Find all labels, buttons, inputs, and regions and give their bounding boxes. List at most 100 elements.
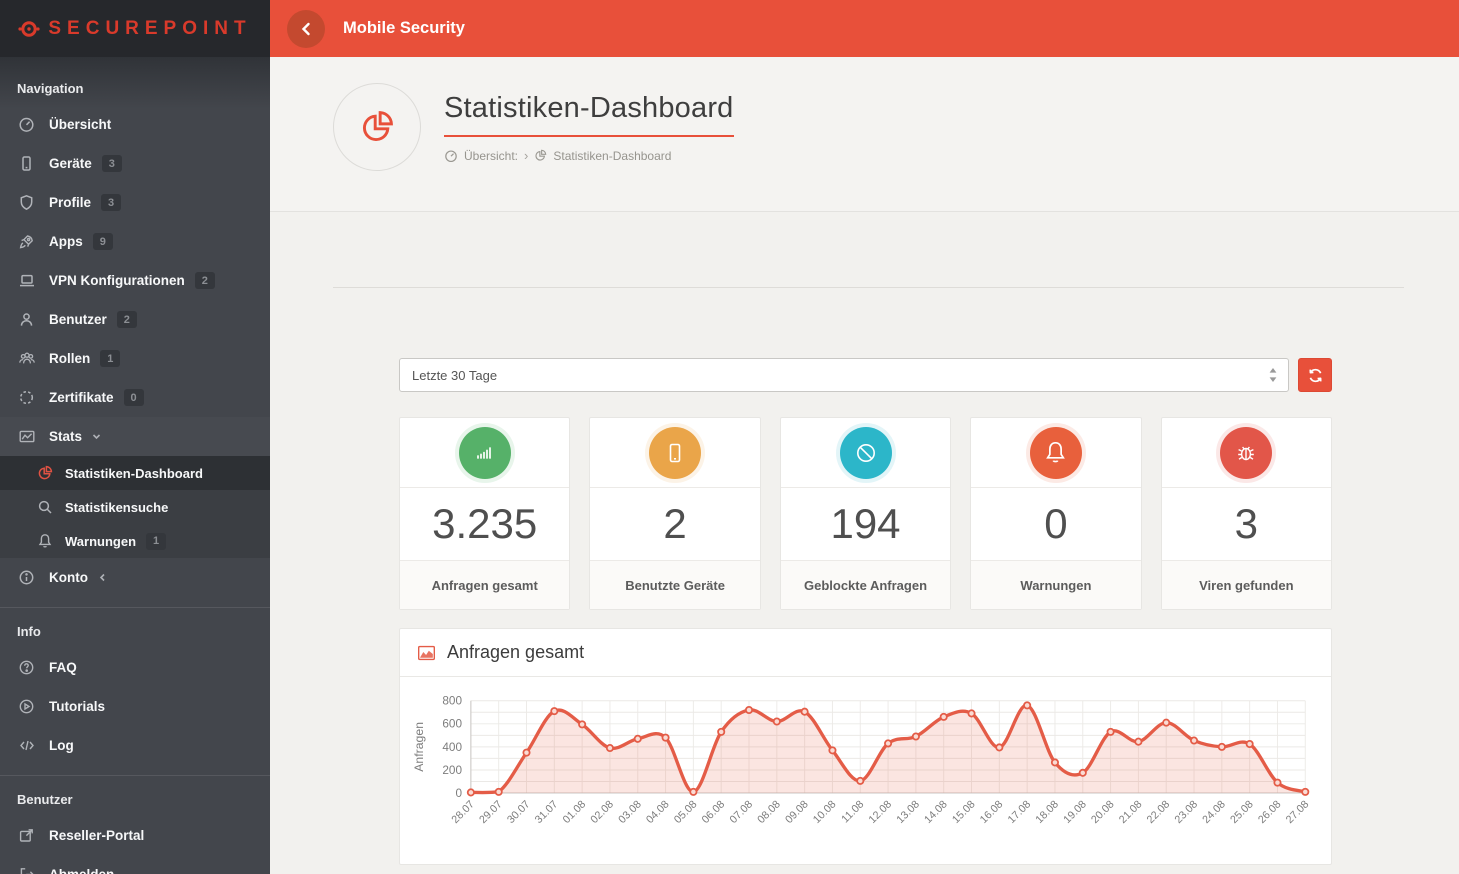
laptop-icon <box>17 272 36 289</box>
sidebar-item-abmelden[interactable]: Abmelden <box>0 855 270 874</box>
stat-card-viren-gefunden: 3 Viren gefunden <box>1160 417 1333 610</box>
gauge-icon <box>444 149 458 163</box>
svg-text:24.08: 24.08 <box>1200 798 1228 826</box>
sidebar-item-label: Log <box>49 738 74 753</box>
sidebar-item-statistikensuche[interactable]: Statistikensuche <box>0 490 270 524</box>
blocked-icon <box>856 443 875 462</box>
chevron-left-icon <box>301 22 310 35</box>
section-divider <box>333 287 1404 288</box>
sidebar-item-geraete[interactable]: Geräte 3 <box>0 144 270 183</box>
sidebar-item-label: Reseller-Portal <box>49 828 145 843</box>
svg-text:400: 400 <box>442 741 462 754</box>
sidebar-item-warnungen[interactable]: Warnungen 1 <box>0 524 270 558</box>
svg-text:28.07: 28.07 <box>449 798 477 826</box>
svg-text:07.08: 07.08 <box>727 798 755 826</box>
controls-bar: Letzte 30 Tage <box>399 358 1332 392</box>
sidebar-item-konto[interactable]: Konto <box>0 558 270 597</box>
svg-text:200: 200 <box>442 764 462 777</box>
stat-label: Geblockte Anfragen <box>780 561 951 609</box>
stat-card-benutzte-geraete: 2 Benutzte Geräte <box>589 417 761 610</box>
stat-circle <box>1029 426 1082 479</box>
sidebar-item-label: Tutorials <box>49 699 106 714</box>
chevron-right-icon: › <box>524 148 529 163</box>
sidebar-item-statistiken-dashboard[interactable]: Statistiken-Dashboard <box>0 456 270 490</box>
sidebar-item-label: Statistikensuche <box>65 499 169 515</box>
stat-value: 3 <box>1161 488 1332 561</box>
sidebar-item-tutorials[interactable]: Tutorials <box>0 687 270 726</box>
sidebar-item-rollen[interactable]: Rollen 1 <box>0 339 270 378</box>
stat-circle <box>1220 426 1273 479</box>
sidebar-item-label: Rollen <box>49 351 91 366</box>
sidebar-item-label: Apps <box>49 234 83 249</box>
user-icon <box>17 311 36 328</box>
svg-text:10.08: 10.08 <box>811 798 839 826</box>
refresh-icon <box>1308 368 1322 382</box>
stat-cards: 3.235 Anfragen gesamt 2 Benutzte Geräte … <box>399 417 1333 610</box>
svg-text:25.08: 25.08 <box>1228 798 1256 826</box>
svg-text:04.08: 04.08 <box>644 798 672 826</box>
sidebar-item-apps[interactable]: Apps 9 <box>0 222 270 261</box>
chevron-down-icon <box>91 431 102 442</box>
stat-value: 3.235 <box>400 488 570 561</box>
stat-card-warnungen: 0 Warnungen <box>970 417 1142 610</box>
bell-icon <box>36 533 53 549</box>
sidebar-item-stats[interactable]: Stats <box>0 417 270 456</box>
certificate-seal-icon <box>17 389 36 406</box>
sidebar-item-label: Profile <box>49 195 92 210</box>
sidebar-item-label: FAQ <box>49 660 77 675</box>
svg-text:800: 800 <box>442 695 462 708</box>
stats-submenu: Statistiken-Dashboard Statistikensuche W… <box>0 456 270 558</box>
svg-text:09.08: 09.08 <box>783 798 811 826</box>
sidebar-item-label: Konto <box>49 570 88 585</box>
stat-value: 0 <box>971 488 1141 561</box>
topbar: Mobile Security <box>270 0 1459 57</box>
sidebar-divider <box>0 607 270 608</box>
sidebar-nav: Navigation Übersicht Geräte 3 Profile 3 … <box>0 57 270 874</box>
svg-text:27.08: 27.08 <box>1284 798 1312 826</box>
back-button[interactable] <box>287 9 325 48</box>
svg-text:03.08: 03.08 <box>616 798 644 826</box>
sidebar-item-uebersicht[interactable]: Übersicht <box>0 105 270 144</box>
external-link-icon <box>17 827 36 844</box>
stat-label: Viren gefunden <box>1161 561 1332 609</box>
svg-text:13.08: 13.08 <box>894 798 922 826</box>
sidebar-item-zertifikate[interactable]: Zertifikate 0 <box>0 378 270 417</box>
svg-text:06.08: 06.08 <box>700 798 728 826</box>
svg-text:23.08: 23.08 <box>1173 798 1201 826</box>
sidebar-item-profile[interactable]: Profile 3 <box>0 183 270 222</box>
area-chart-icon <box>418 645 435 660</box>
count-badge: 0 <box>123 389 144 406</box>
logout-icon <box>17 866 36 874</box>
search-icon <box>36 499 53 515</box>
info-section-title: Info <box>17 624 41 639</box>
sidebar-divider <box>0 775 270 776</box>
count-badge: 9 <box>92 233 113 250</box>
line-chart[interactable]: 0 200 400 600 800 28.07 29.07 30.07 31.07 01.08 02… <box>410 687 1321 862</box>
sidebar-item-faq[interactable]: FAQ <box>0 648 270 687</box>
chart-plot-area[interactable]: 0 200 400 600 800 28.07 29.07 30.07 31.07 01.08 02… <box>400 677 1331 864</box>
chart-title: Anfragen gesamt <box>447 642 585 662</box>
sidebar-item-vpn-konfigurationen[interactable]: VPN Konfigurationen 2 <box>0 261 270 300</box>
breadcrumb-root[interactable]: Übersicht: <box>464 148 519 163</box>
svg-text:08.08: 08.08 <box>755 798 783 826</box>
sidebar-item-label: Warnungen <box>65 533 137 549</box>
period-select[interactable]: Letzte 30 Tage <box>399 358 1289 392</box>
logo[interactable]: SECUREPOINT <box>0 0 270 57</box>
svg-text:26.08: 26.08 <box>1256 798 1284 826</box>
pie-chart-icon <box>534 149 547 162</box>
sidebar-item-benutzer[interactable]: Benutzer 2 <box>0 300 270 339</box>
bug-icon <box>1238 446 1255 460</box>
refresh-button[interactable] <box>1298 358 1332 392</box>
requests-chart-card: Anfragen gesamt 0 200 400 600 800 28.07 29.07 3… <box>399 628 1332 865</box>
page-avatar <box>333 83 421 171</box>
svg-text:20.08: 20.08 <box>1089 798 1117 826</box>
main-area: Mobile Security Statistiken-Dashboard Üb… <box>270 0 1459 874</box>
sidebar-item-reseller-portal[interactable]: Reseller-Portal <box>0 816 270 855</box>
svg-text:0: 0 <box>455 787 462 800</box>
user-section-title: Benutzer <box>17 792 73 807</box>
count-badge: 2 <box>194 272 215 289</box>
page-header: Statistiken-Dashboard Übersicht: › Stati… <box>270 57 1459 212</box>
sidebar-item-log[interactable]: Log <box>0 726 270 765</box>
select-stepper-icon <box>1268 367 1278 383</box>
stat-circle <box>649 426 702 479</box>
